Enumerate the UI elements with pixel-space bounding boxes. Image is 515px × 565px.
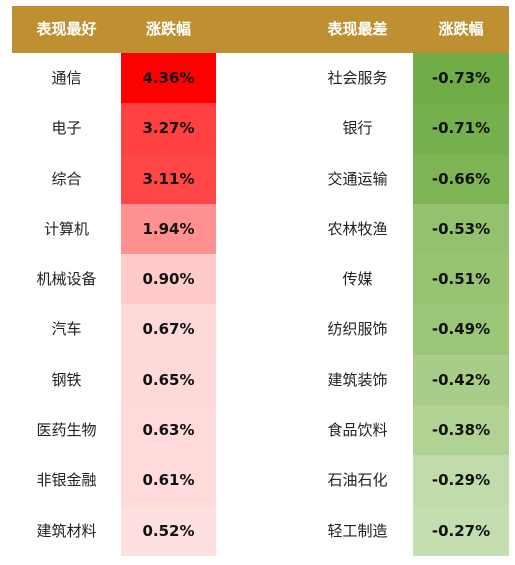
- worst-industry-change: -0.73%: [413, 53, 509, 104]
- best-industry-change: 0.67%: [121, 304, 216, 355]
- worst-industry-name: 石油石化: [327, 471, 388, 490]
- best-industry-change: 1.94%: [121, 203, 216, 255]
- best-industry-change: 3.27%: [121, 103, 216, 154]
- table-row: 医药生物 0.63% 食品饮料 -0.38%: [12, 405, 509, 456]
- worst-performers-header: 表现最差: [327, 20, 388, 38]
- worst-industry-name: 轻工制造: [327, 521, 388, 540]
- best-industry-name: 医药生物: [36, 421, 97, 440]
- best-industry-change: 0.52%: [121, 505, 216, 556]
- best-performers-header: 表现最好: [36, 20, 97, 38]
- table-row: 电子 3.27% 银行 -0.71%: [12, 103, 509, 154]
- worst-industry-change: -0.51%: [413, 254, 509, 305]
- worst-industry-name: 银行: [342, 119, 373, 138]
- best-industry-change: 0.65%: [121, 354, 216, 406]
- best-industry-change: 3.11%: [121, 153, 216, 204]
- best-industry-change: 0.63%: [121, 405, 216, 456]
- table-row: 汽车 0.67% 纺织服饰 -0.49%: [12, 304, 509, 355]
- worst-industry-change: -0.38%: [413, 405, 509, 456]
- best-change-header: 涨跌幅: [145, 20, 191, 38]
- worst-industry-change: -0.49%: [413, 304, 509, 355]
- best-industry-name: 建筑材料: [36, 521, 97, 540]
- table-row: 综合 3.11% 交通运输 -0.66%: [12, 153, 509, 204]
- best-industry-name: 计算机: [43, 219, 89, 238]
- worst-industry-change: -0.42%: [413, 354, 509, 406]
- best-industry-name: 综合: [51, 169, 82, 188]
- worst-industry-name: 纺织服饰: [327, 320, 388, 339]
- table-row: 机械设备 0.90% 传媒 -0.51%: [12, 254, 509, 305]
- best-industry-change: 0.61%: [121, 455, 216, 506]
- best-industry-name: 通信: [51, 69, 82, 87]
- worst-industry-name: 传媒: [342, 270, 373, 289]
- best-industry-change: 4.36%: [121, 53, 216, 104]
- worst-industry-name: 农林牧渔: [327, 219, 388, 238]
- table-row: 通信 4.36% 社会服务 -0.73%: [12, 53, 509, 104]
- best-industry-name: 非银金融: [36, 471, 97, 490]
- worst-industry-name: 建筑装饰: [327, 370, 388, 389]
- worst-industry-change: -0.71%: [413, 103, 509, 154]
- worst-industry-change: -0.53%: [413, 203, 509, 255]
- worst-industry-name: 交通运输: [327, 169, 388, 188]
- table-row: 建筑材料 0.52% 轻工制造 -0.27%: [12, 505, 509, 556]
- best-industry-change: 0.90%: [121, 254, 216, 305]
- worst-industry-change: -0.66%: [413, 153, 509, 204]
- table-body: 通信 4.36% 社会服务 -0.73% 电子 3.27% 银行 -0.71% 综合 3.11% 交…: [12, 53, 509, 556]
- best-industry-name: 钢铁: [51, 370, 82, 389]
- best-industry-name: 机械设备: [36, 270, 97, 289]
- worst-industry-name: 食品饮料: [327, 421, 388, 440]
- table-header: 表现最好 涨跌幅 表现最差 涨跌幅: [12, 6, 509, 53]
- table-row: 计算机 1.94% 农林牧渔 -0.53%: [12, 203, 509, 255]
- industry-performance-table: 表现最好 涨跌幅 表现最差 涨跌幅 通信 4.36% 社会服务 -0.73% 电子 3.2…: [12, 6, 509, 556]
- table-row: 非银金融 0.61% 石油石化 -0.29%: [12, 455, 509, 506]
- table-row: 钢铁 0.65% 建筑装饰 -0.42%: [12, 354, 509, 406]
- worst-industry-name: 社会服务: [327, 69, 388, 87]
- best-industry-name: 电子: [51, 119, 82, 138]
- worst-industry-change: -0.29%: [413, 455, 509, 506]
- worst-change-header: 涨跌幅: [438, 20, 484, 38]
- best-industry-name: 汽车: [51, 320, 82, 339]
- worst-industry-change: -0.27%: [413, 505, 509, 556]
